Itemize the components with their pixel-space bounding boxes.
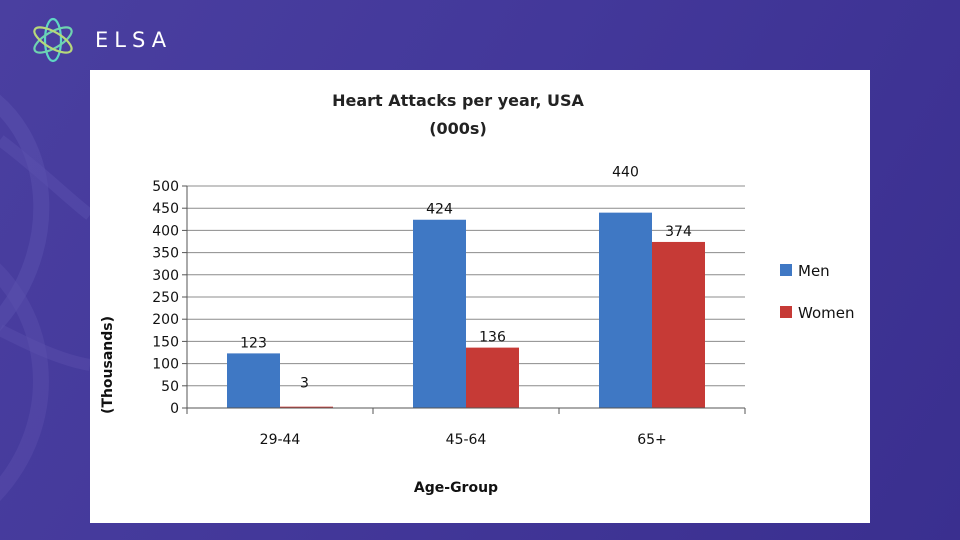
- brand: ELSA: [27, 14, 172, 66]
- x-tick-label: 29-44: [260, 432, 301, 448]
- flower-logo-icon: [33, 17, 73, 63]
- legend: Men Women: [780, 262, 854, 322]
- y-tick-label: 300: [152, 268, 179, 284]
- y-axis-title: (Thousands): [100, 316, 116, 414]
- y-tick-label: 50: [161, 379, 179, 395]
- data-label: 424: [426, 202, 453, 218]
- legend-label-men: Men: [798, 262, 830, 280]
- bar-women-29-44: [280, 406, 333, 408]
- x-tick-label: 65+: [637, 432, 667, 448]
- chart-title: Heart Attacks per year, USA: [332, 91, 584, 110]
- y-tick-label: 0: [170, 401, 179, 417]
- y-tick-label: 150: [152, 334, 179, 350]
- data-label: 3: [300, 376, 309, 392]
- bar-chart: Heart Attacks per year, USA (000s) 123 3 4…: [100, 91, 854, 496]
- bar-men-29-44: [227, 353, 280, 408]
- brand-name: ELSA: [95, 28, 173, 52]
- bars: 123 3 424 136 440 374: [227, 165, 705, 408]
- legend-label-women: Women: [798, 304, 854, 322]
- bar-women-45-64: [466, 347, 519, 408]
- bar-women-65+: [652, 241, 705, 408]
- y-tick-label: 250: [152, 290, 179, 306]
- y-tick-label: 450: [152, 201, 179, 217]
- legend-swatch-women: [780, 306, 792, 318]
- data-label: 374: [665, 224, 692, 240]
- axes: 0 50 100 150 200 250 300 350 400 450 500 29-44 45-64…: [152, 179, 746, 448]
- y-tick-label: 400: [152, 223, 179, 239]
- data-label: 440: [612, 165, 639, 181]
- legend-swatch-men: [780, 264, 792, 276]
- y-tick-label: 200: [152, 312, 179, 328]
- bar-men-65+: [599, 212, 652, 408]
- x-tick-label: 45-64: [446, 432, 487, 448]
- data-label: 123: [240, 335, 267, 351]
- x-axis-title: Age-Group: [414, 480, 498, 496]
- chart-card: Heart Attacks per year, USA (000s) 123 3 4…: [90, 70, 870, 523]
- data-label: 136: [479, 330, 506, 346]
- chart-subtitle: (000s): [429, 119, 487, 138]
- y-tick-label: 100: [152, 357, 179, 373]
- bar-men-45-64: [413, 219, 466, 408]
- y-tick-label: 350: [152, 246, 179, 262]
- y-tick-label: 500: [152, 179, 179, 195]
